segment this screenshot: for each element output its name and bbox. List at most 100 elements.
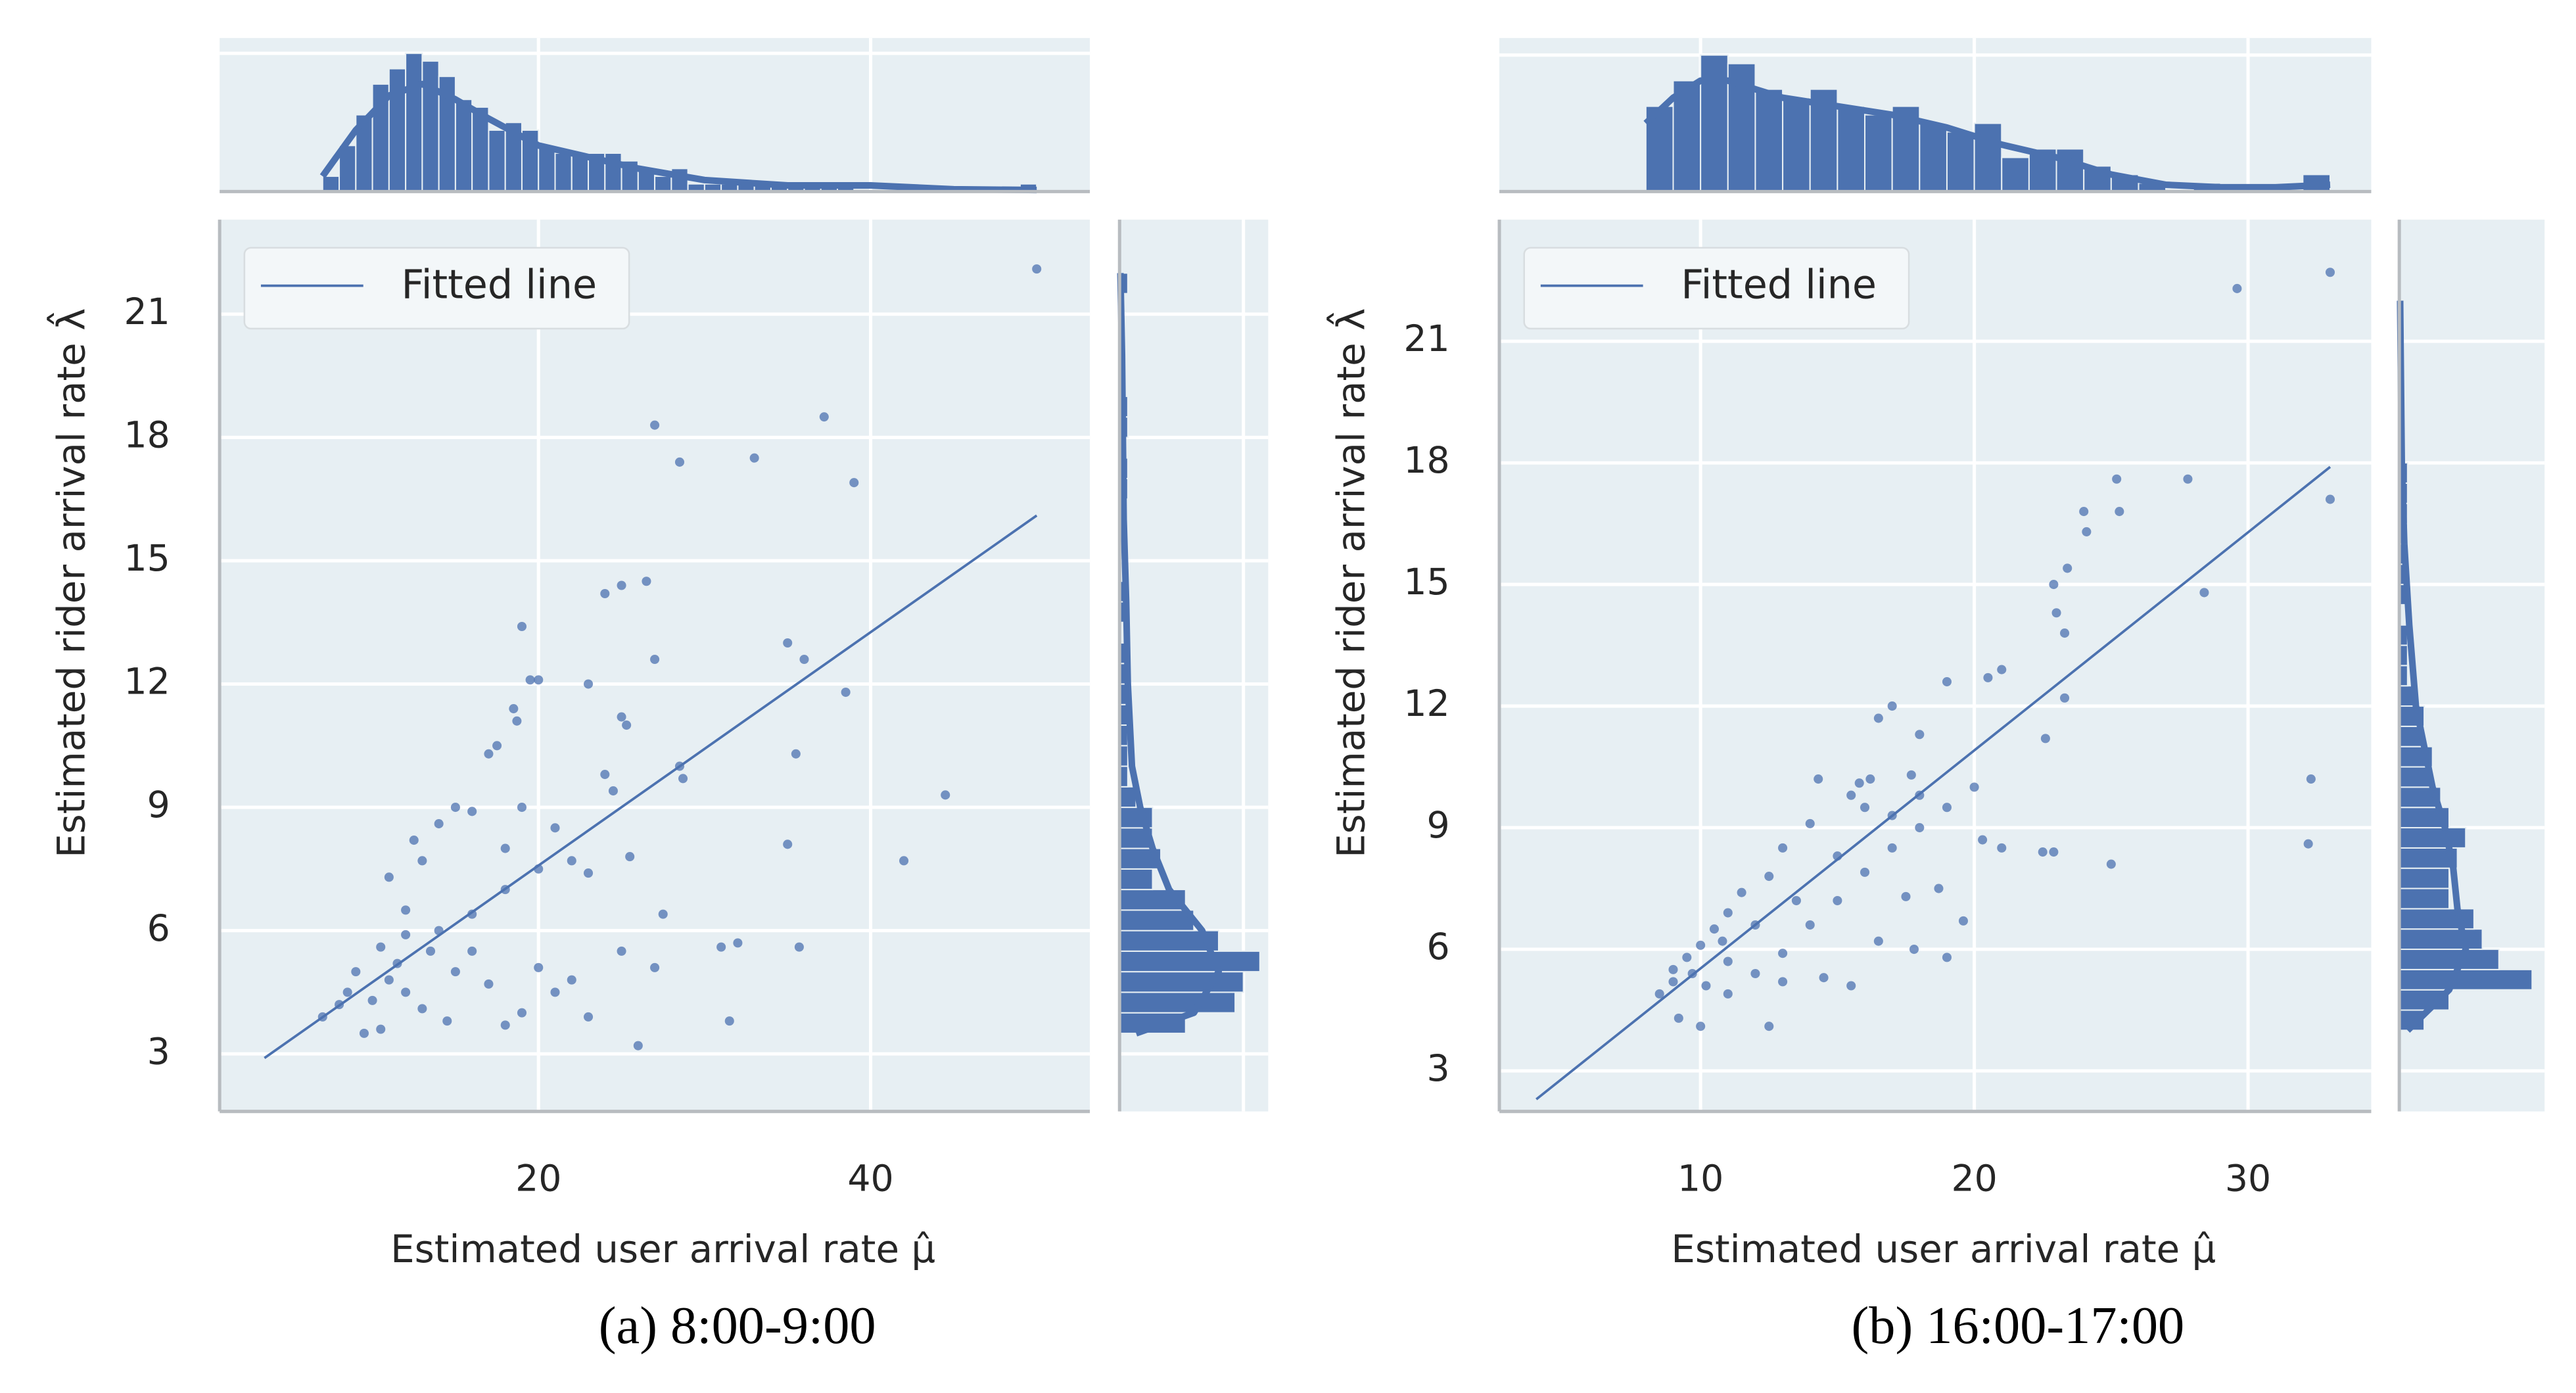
scatter-point — [1805, 818, 1815, 828]
scatter-point — [1654, 989, 1664, 999]
y-tick-label: 21 — [124, 291, 170, 333]
histogram-bar — [1700, 54, 1729, 193]
histogram-bar — [1973, 122, 2003, 193]
scatter-point — [1819, 973, 1829, 983]
histogram-bar — [554, 152, 573, 193]
scatter-point — [1887, 843, 1897, 853]
scatter-point — [1942, 953, 1952, 962]
scatter-point — [783, 638, 793, 648]
y-tick-label: 15 — [124, 538, 170, 580]
scatter-point — [1942, 677, 1952, 687]
x-tick-label: 20 — [515, 1158, 561, 1200]
scatter-point — [359, 1028, 369, 1038]
scatter-point — [1805, 920, 1815, 930]
scatter-point — [550, 987, 560, 997]
scatter-point — [425, 946, 436, 956]
scatter-point — [1846, 790, 1856, 800]
kde-curve — [2397, 300, 2470, 1033]
scatter-point — [517, 803, 527, 813]
scatter-point — [1668, 977, 1678, 987]
scatter-point — [417, 856, 427, 866]
histogram-bar — [1119, 868, 1154, 891]
scatter-point — [625, 852, 635, 862]
histogram-bar — [1919, 122, 1948, 193]
scatter-point — [1723, 989, 1733, 999]
scatter-point — [617, 580, 626, 590]
scatter-point — [583, 1012, 594, 1022]
scatter-point — [1860, 867, 1870, 877]
y-tick-label: 9 — [1427, 805, 1450, 847]
scatter-point — [1778, 949, 1788, 958]
legend-box — [1523, 247, 1910, 330]
x-tick-label: 30 — [2225, 1158, 2271, 1200]
scatter-point — [1873, 713, 1883, 723]
histogram-bar — [2399, 949, 2500, 970]
scatter-point — [1915, 730, 1925, 740]
scatter-point — [678, 774, 688, 784]
histogram-bar — [1119, 971, 1244, 993]
scatter-point — [642, 577, 651, 586]
scatter-point — [1674, 1013, 1683, 1023]
scatter-point — [2232, 283, 2242, 293]
scatter-point — [442, 1016, 452, 1026]
scatter-point — [2049, 580, 2059, 590]
histogram-bar — [2399, 928, 2483, 951]
histogram-bar — [1837, 105, 1866, 193]
histogram-bar — [454, 99, 473, 193]
scatter-point — [1764, 872, 1774, 882]
caption: (a) 8:00-9:00 — [599, 1296, 876, 1355]
scatter-point — [1696, 940, 1706, 950]
scatter-point — [1764, 1022, 1774, 1031]
scatter-point — [2115, 507, 2124, 517]
scatter-point — [342, 987, 352, 997]
histogram-bar — [1754, 88, 1784, 193]
histogram-bar — [1119, 950, 1261, 973]
histogram-bar — [1672, 80, 1702, 193]
scatter-point — [608, 786, 618, 796]
scatter-point — [492, 741, 502, 751]
scatter-point — [600, 588, 610, 599]
scatter-point — [351, 967, 361, 977]
scatter-point — [484, 979, 494, 989]
x-tick-label: 20 — [1951, 1158, 1997, 1200]
scatter-point — [450, 803, 460, 813]
scatter-point — [1723, 956, 1733, 966]
scatter-point — [617, 946, 626, 956]
scatter-point — [1833, 896, 1842, 906]
scatter-point — [2060, 628, 2070, 638]
scatter-point — [733, 938, 743, 948]
scatter-point — [417, 1004, 427, 1014]
scatter-point — [2306, 774, 2316, 784]
scatter-point — [658, 909, 668, 919]
scatter-point — [783, 839, 793, 849]
scatter-point — [512, 716, 522, 726]
scatter-point — [791, 749, 801, 759]
scatter-point — [1958, 916, 1968, 926]
scatter-point — [674, 457, 685, 467]
scatter-point — [724, 1016, 734, 1026]
scatter-point — [450, 967, 460, 977]
histogram-bar — [321, 176, 340, 193]
scatter-point — [1854, 778, 1864, 788]
histogram-bar — [2399, 887, 2450, 910]
fitted-line — [264, 514, 1038, 1059]
scatter-point — [1865, 774, 1875, 784]
scatter-point — [500, 1020, 510, 1030]
y-axis-label: Estimated rider arrival rate λ̂ — [47, 308, 94, 858]
histogram-bar — [2399, 968, 2533, 991]
scatter-point — [2303, 839, 2313, 849]
scatter-point — [633, 1041, 643, 1051]
scatter-point — [2049, 847, 2059, 857]
scatter-point — [1814, 774, 1823, 784]
scatter-point — [2325, 268, 2335, 277]
scatter-point — [1901, 891, 1911, 901]
scatter-point — [1873, 936, 1883, 946]
y-tick-label: 21 — [1403, 318, 1449, 360]
scatter-point — [650, 654, 660, 665]
x-axis-label: Estimated user arrival rate μ̂ — [390, 1227, 935, 1271]
scatter-point — [2060, 693, 2070, 703]
scatter-point — [1723, 908, 1733, 918]
scatter-point — [899, 856, 909, 866]
scatter-point — [484, 749, 494, 759]
